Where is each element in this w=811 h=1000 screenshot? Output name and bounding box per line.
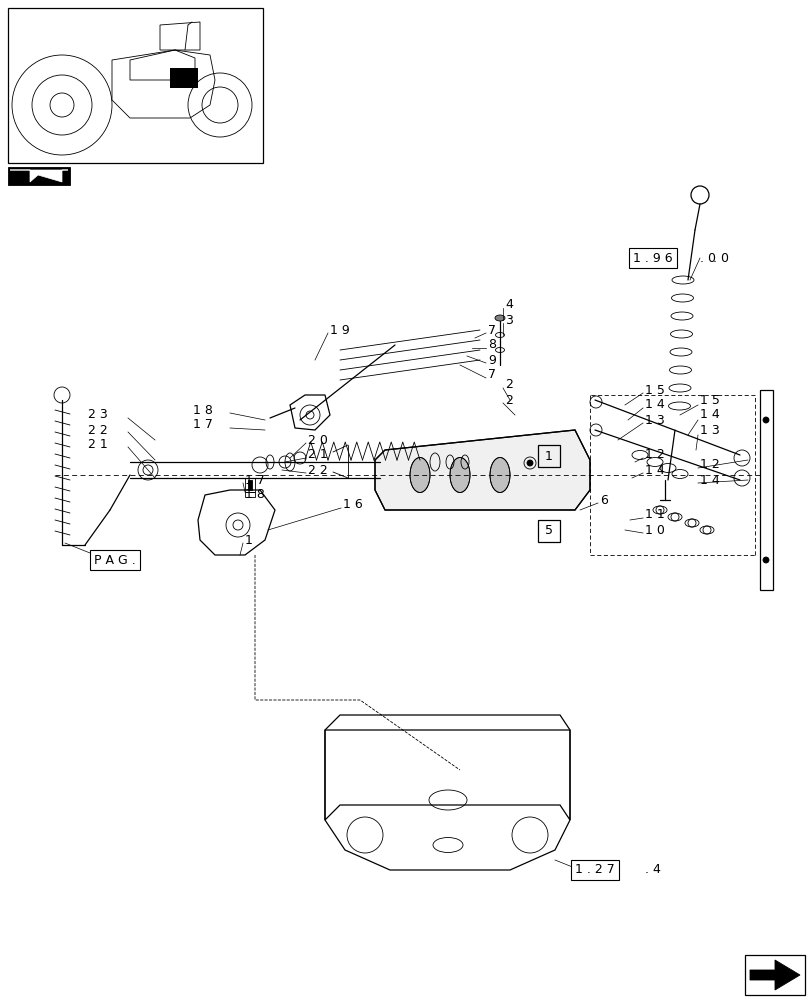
Text: 1 4: 1 4 bbox=[699, 408, 719, 422]
Text: P A G .: P A G . bbox=[94, 554, 135, 566]
Bar bbox=[744, 955, 804, 995]
Text: 1 3: 1 3 bbox=[699, 424, 719, 436]
Text: 2 1: 2 1 bbox=[88, 438, 108, 452]
Polygon shape bbox=[375, 430, 590, 510]
Text: . 0: . 0 bbox=[699, 251, 715, 264]
Bar bbox=[8, 8, 263, 163]
Text: 1: 1 bbox=[544, 450, 552, 462]
Ellipse shape bbox=[449, 458, 470, 492]
Text: 1 4: 1 4 bbox=[644, 398, 664, 412]
Text: 1 1: 1 1 bbox=[644, 508, 664, 522]
Text: 4: 4 bbox=[504, 298, 513, 312]
Bar bbox=[169, 68, 198, 88]
Bar bbox=[538, 445, 560, 467]
Text: 1 . 9 6: 1 . 9 6 bbox=[633, 251, 672, 264]
Bar bbox=[245, 492, 255, 497]
Text: 1 0: 1 0 bbox=[644, 524, 664, 536]
Text: 9: 9 bbox=[487, 354, 496, 366]
Text: 2 2: 2 2 bbox=[88, 424, 108, 436]
Bar bbox=[8, 167, 70, 185]
Text: 1 7: 1 7 bbox=[245, 474, 264, 487]
Ellipse shape bbox=[489, 458, 509, 492]
Text: 6: 6 bbox=[599, 493, 607, 506]
Bar bbox=[245, 478, 255, 492]
Text: 1 5: 1 5 bbox=[699, 393, 719, 406]
Text: 1 4: 1 4 bbox=[644, 464, 664, 477]
Text: 1 8: 1 8 bbox=[193, 403, 212, 416]
Text: 3: 3 bbox=[504, 314, 513, 326]
Circle shape bbox=[762, 557, 768, 563]
Circle shape bbox=[762, 417, 768, 423]
Circle shape bbox=[526, 460, 532, 466]
Text: 2: 2 bbox=[504, 378, 513, 391]
Text: 1 3: 1 3 bbox=[644, 414, 664, 426]
Text: 2 3: 2 3 bbox=[88, 408, 108, 422]
Text: 7: 7 bbox=[487, 368, 496, 381]
Text: 1: 1 bbox=[245, 534, 252, 546]
Text: 1 9: 1 9 bbox=[329, 324, 350, 336]
Text: 1 8: 1 8 bbox=[245, 488, 264, 502]
Ellipse shape bbox=[410, 458, 430, 492]
Text: 1 7: 1 7 bbox=[193, 418, 212, 432]
Text: . 4: . 4 bbox=[644, 863, 660, 876]
Text: 7: 7 bbox=[487, 324, 496, 336]
Polygon shape bbox=[10, 170, 68, 182]
Text: 1 2: 1 2 bbox=[699, 458, 719, 472]
Bar bbox=[247, 480, 251, 490]
Text: 5: 5 bbox=[544, 524, 552, 538]
Text: . 0: . 0 bbox=[712, 251, 728, 264]
Ellipse shape bbox=[495, 315, 504, 321]
Text: 1 4: 1 4 bbox=[699, 474, 719, 487]
Text: 2 0: 2 0 bbox=[307, 434, 328, 446]
Bar bbox=[538, 520, 560, 542]
Text: 1 5: 1 5 bbox=[644, 383, 664, 396]
Text: 8: 8 bbox=[487, 338, 496, 352]
Polygon shape bbox=[749, 960, 799, 990]
Text: 2 2: 2 2 bbox=[307, 464, 328, 477]
Text: 2 1: 2 1 bbox=[307, 448, 328, 462]
Text: 1 . 2 7: 1 . 2 7 bbox=[574, 863, 614, 876]
Text: 1 6: 1 6 bbox=[342, 498, 363, 512]
Text: 2: 2 bbox=[504, 393, 513, 406]
Text: 1 2: 1 2 bbox=[644, 448, 664, 462]
